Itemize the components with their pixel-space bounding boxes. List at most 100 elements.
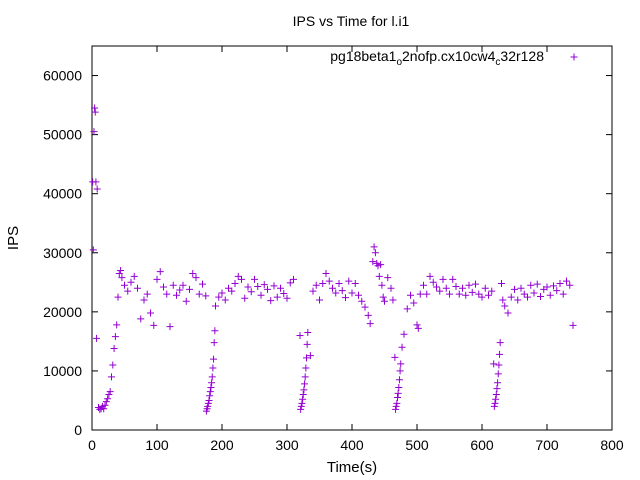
data-point	[325, 277, 333, 285]
data-point	[455, 290, 463, 298]
data-point	[111, 333, 119, 341]
legend-label-part: pg18beta1	[330, 48, 396, 64]
data-point	[550, 282, 557, 290]
data-point	[173, 291, 180, 299]
data-point	[299, 395, 307, 403]
y-tick-label: 40000	[43, 186, 82, 202]
data-point	[234, 272, 242, 280]
data-point	[472, 280, 479, 288]
data-point	[204, 399, 212, 407]
data-point	[301, 380, 309, 388]
x-tick-label: 800	[600, 437, 624, 453]
data-point	[199, 280, 206, 288]
legend-marker	[570, 53, 578, 61]
data-point	[100, 405, 108, 413]
data-point	[329, 284, 336, 292]
x-tick-label: 300	[275, 437, 299, 453]
data-point	[387, 284, 395, 292]
data-point	[238, 275, 245, 283]
data-point	[394, 394, 401, 402]
data-point	[492, 395, 500, 403]
data-point	[134, 284, 141, 292]
data-point	[277, 284, 284, 292]
data-point	[228, 287, 236, 295]
y-tick-label: 0	[74, 422, 82, 438]
data-point	[413, 321, 421, 329]
data-point	[205, 396, 213, 404]
data-point	[556, 279, 564, 287]
data-point	[442, 284, 450, 292]
data-point	[225, 284, 232, 292]
data-point	[493, 385, 501, 393]
data-point	[101, 401, 109, 409]
data-point	[504, 309, 512, 317]
data-point	[210, 339, 218, 347]
data-point	[102, 398, 110, 406]
data-point	[202, 292, 210, 300]
data-point	[206, 392, 214, 400]
data-point	[160, 283, 167, 291]
data-point	[475, 290, 483, 298]
data-point	[420, 281, 427, 289]
data-point	[384, 274, 392, 282]
y-tick-label: 20000	[43, 304, 82, 320]
data-point	[127, 278, 135, 286]
data-point	[316, 296, 323, 304]
data-point	[379, 293, 387, 301]
data-point	[179, 281, 187, 289]
x-tick-label: 0	[88, 437, 96, 453]
data-point	[481, 284, 489, 292]
data-point	[351, 279, 359, 287]
legend-label-part: 32r128	[500, 48, 544, 64]
data-point	[270, 282, 278, 290]
data-point	[241, 294, 249, 302]
data-point	[397, 360, 405, 368]
data-point	[414, 324, 422, 332]
data-point	[207, 383, 215, 391]
data-point	[494, 379, 502, 387]
data-point	[89, 246, 97, 254]
data-point	[569, 321, 577, 329]
data-point	[394, 389, 402, 397]
data-point	[215, 293, 223, 301]
x-tick-label: 200	[210, 437, 234, 453]
y-tick-label: 30000	[43, 245, 82, 261]
data-point	[491, 399, 499, 407]
data-point	[309, 287, 317, 295]
data-point	[106, 388, 114, 396]
data-point	[559, 290, 567, 298]
data-point	[210, 355, 218, 363]
data-point	[304, 329, 312, 337]
data-point	[254, 282, 262, 290]
data-point	[499, 296, 507, 304]
data-point	[90, 128, 98, 136]
data-point	[517, 284, 525, 292]
data-point	[302, 364, 310, 372]
data-point	[221, 296, 229, 304]
data-point	[231, 279, 239, 287]
data-point	[218, 289, 226, 297]
data-point	[92, 178, 100, 186]
data-point	[553, 287, 561, 295]
data-point	[507, 293, 515, 301]
data-points	[89, 104, 577, 415]
y-tick-label: 50000	[43, 127, 82, 143]
data-point	[511, 285, 518, 293]
data-point	[114, 293, 122, 301]
data-point	[407, 291, 414, 299]
data-point	[319, 279, 327, 287]
data-point	[209, 364, 217, 372]
data-point	[426, 272, 434, 280]
data-point	[212, 302, 219, 310]
x-tick-label: 500	[405, 437, 429, 453]
data-point	[303, 340, 311, 348]
data-point	[566, 281, 574, 289]
data-point	[186, 285, 193, 293]
data-point	[488, 287, 496, 295]
data-point	[429, 278, 437, 286]
data-point	[452, 282, 460, 290]
data-point	[378, 281, 386, 289]
data-point	[247, 288, 255, 296]
data-point	[322, 269, 330, 277]
